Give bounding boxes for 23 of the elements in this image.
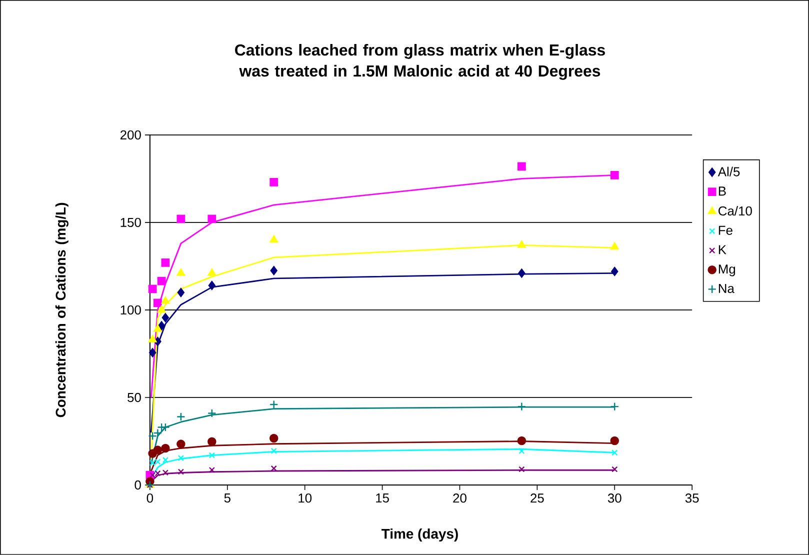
x-axis-title: Time (days) bbox=[382, 528, 458, 542]
legend-label: Al/5 bbox=[718, 166, 740, 176]
x-tick-label: 5 bbox=[224, 494, 230, 503]
legend-label: B bbox=[718, 186, 726, 196]
y-tick-label: 100 bbox=[120, 305, 141, 315]
y-tick-label: 0 bbox=[134, 480, 141, 490]
y-tick-label: 200 bbox=[120, 130, 141, 140]
chart-title: Cations leached from glass matrix when E-glass was treated in 1.5M Malonic acid at 40 Degrees bbox=[235, 44, 605, 80]
x-tick-label: 35 bbox=[685, 494, 699, 503]
x-tick-label: 15 bbox=[376, 494, 389, 503]
legend-label: Fe bbox=[718, 226, 732, 235]
x-tick-label: 0 bbox=[146, 494, 154, 503]
legend-label: Na bbox=[718, 284, 734, 294]
y-tick-label: 150 bbox=[120, 218, 141, 228]
x-tick-label: 30 bbox=[608, 494, 622, 503]
legend-label: Ca/10 bbox=[718, 206, 752, 216]
legend-label: Mg bbox=[718, 264, 736, 276]
x-tick-label: 10 bbox=[298, 494, 312, 503]
y-axis-title: Concentration of Cations (mg/L) bbox=[55, 202, 68, 418]
y-tick-label: 50 bbox=[128, 392, 141, 402]
x-tick-label: 25 bbox=[530, 494, 544, 503]
x-tick-label: 20 bbox=[453, 494, 466, 503]
legend-label: K bbox=[718, 245, 726, 254]
